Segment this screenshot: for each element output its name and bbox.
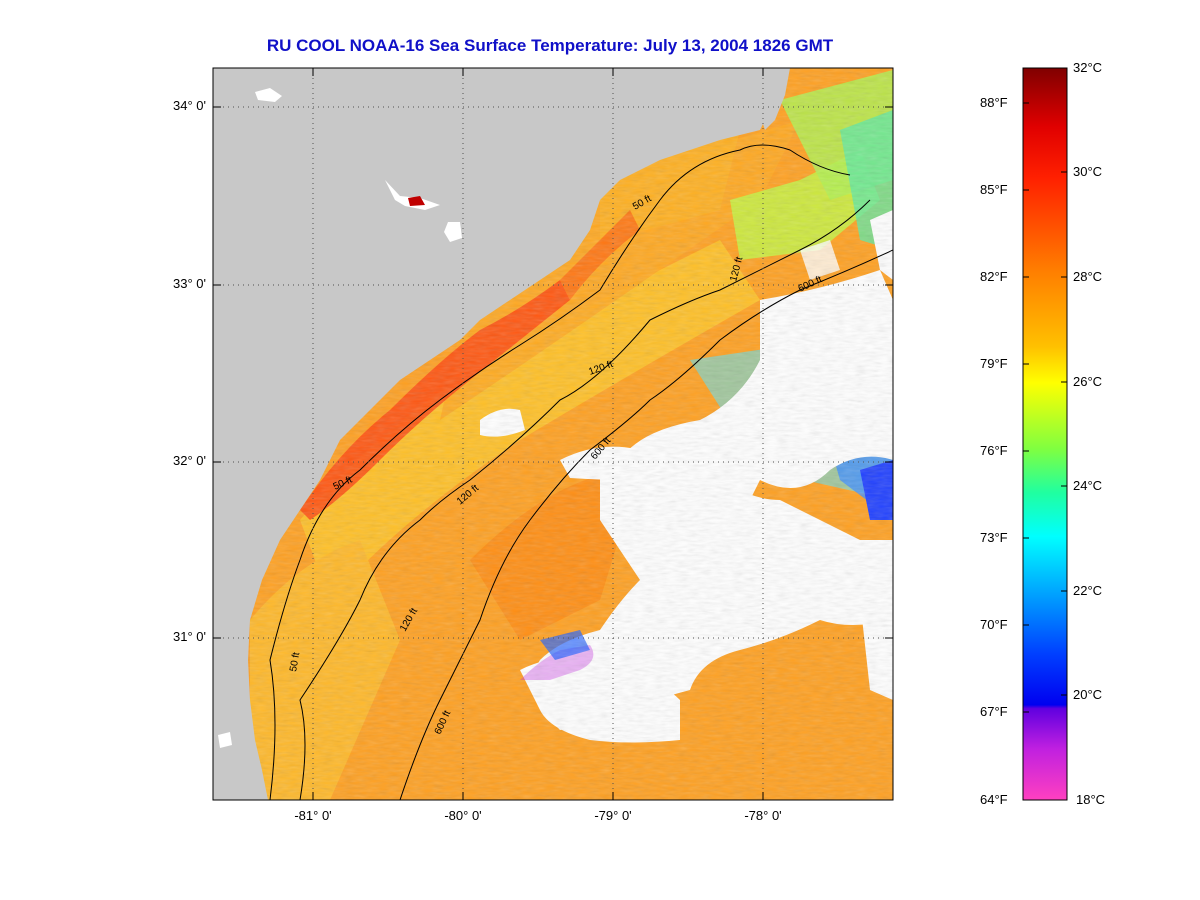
map-title: RU COOL NOAA-16 Sea Surface Temperature:… xyxy=(266,36,834,55)
cb-label-c30: 30°C xyxy=(1073,164,1103,179)
depth-contours xyxy=(269,144,893,800)
map-frame xyxy=(212,67,894,801)
lat-label-34: 34° 0' xyxy=(173,98,206,113)
cb-label-f73: 73°F xyxy=(980,530,1008,545)
land-area xyxy=(213,68,785,800)
lon-label-80: -80° 0' xyxy=(444,808,482,823)
cb-label-c18: 18°C xyxy=(1076,792,1106,807)
cb-label-c32: 32°C xyxy=(1073,60,1103,75)
map-plot-area xyxy=(213,68,893,800)
colorbar-ticks xyxy=(1023,67,1067,801)
cb-label-c20: 20°C xyxy=(1073,687,1103,702)
contour-label: 50 ft xyxy=(288,651,302,672)
cb-label-c28: 28°C xyxy=(1073,269,1103,284)
cb-label-f70: 70°F xyxy=(980,617,1008,632)
grid-lines xyxy=(213,68,893,800)
cb-label-f85: 85°F xyxy=(980,182,1008,197)
cb-label-f64: 64°F xyxy=(980,792,1008,807)
lon-label-81: -81° 0' xyxy=(294,808,332,823)
axis-ticks xyxy=(213,68,893,800)
lon-label-78: -78° 0' xyxy=(744,808,782,823)
cb-label-c26: 26°C xyxy=(1073,374,1103,389)
colorbar xyxy=(1022,67,1068,801)
cb-label-f79: 79°F xyxy=(980,356,1008,371)
cb-label-f82: 82°F xyxy=(980,269,1008,284)
cb-label-f76: 76°F xyxy=(980,443,1008,458)
cb-label-f88: 88°F xyxy=(980,95,1008,110)
lat-label-32: 32° 0' xyxy=(173,453,206,468)
lon-label-79: -79° 0' xyxy=(594,808,632,823)
lat-label-33: 33° 0' xyxy=(173,276,206,291)
cb-label-c22: 22°C xyxy=(1073,583,1103,598)
cb-label-f67: 67°F xyxy=(980,704,1008,719)
lat-label-31: 31° 0' xyxy=(173,629,206,644)
cb-label-c24: 24°C xyxy=(1073,478,1103,493)
